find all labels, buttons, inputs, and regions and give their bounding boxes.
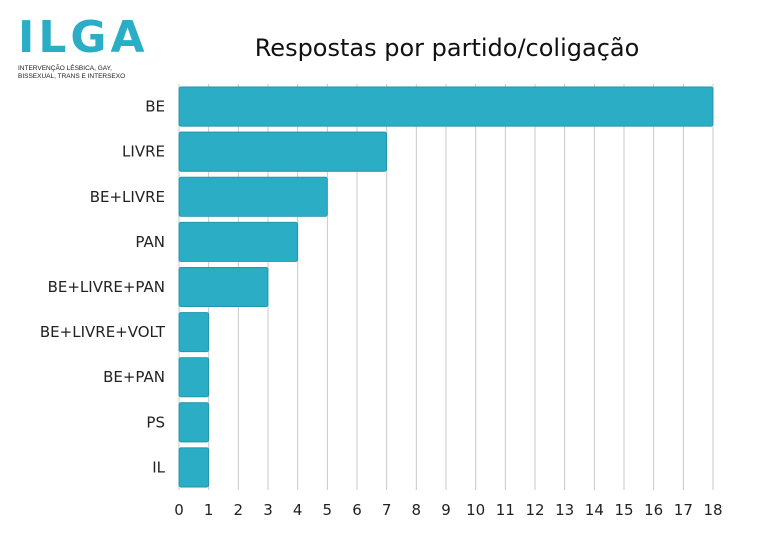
- category-label: BE+PAN: [103, 368, 165, 386]
- bar-be-livre: [178, 176, 328, 217]
- bar-be-livre-volt: [178, 312, 210, 353]
- bar-livre: [178, 131, 388, 172]
- tick-label: 7: [382, 501, 392, 519]
- chart-title: Respostas por partido/coligação: [255, 34, 640, 62]
- category-label: BE+LIVRE: [90, 188, 165, 206]
- tick-label: 17: [674, 501, 693, 519]
- category-labels: BE LIVRE BE+LIVRE PAN BE+LIVRE+PAN BE+LIVRE+V…: [40, 98, 166, 477]
- tick-label: 11: [496, 501, 515, 519]
- chart-bars: [178, 86, 714, 488]
- logo-tagline-line2: BISSEXUAL, TRANS E INTERSEXO: [18, 73, 126, 80]
- tick-label: 1: [204, 501, 214, 519]
- ilga-logo: ILGA INTERVENÇÃO LÉSBICA, GAY, BISSEXUAL…: [18, 16, 148, 86]
- tick-label: 12: [525, 501, 544, 519]
- category-label: BE+LIVRE+PAN: [48, 278, 165, 296]
- tick-label: 0: [174, 501, 184, 519]
- tick-label: 4: [293, 501, 303, 519]
- category-label: PAN: [135, 233, 165, 251]
- category-label: IL: [152, 458, 165, 476]
- bar-be-livre-pan: [178, 266, 269, 308]
- logo-tagline: INTERVENÇÃO LÉSBICA, GAY, BISSEXUAL, TRA…: [18, 65, 148, 81]
- logo-mark: ILGA: [18, 12, 149, 63]
- tick-label: 5: [323, 501, 333, 519]
- x-axis-ticks: 0 1 2 3 4 5 6 7 8 9 10 11 12 13 14 15 16 17 18: [174, 501, 722, 519]
- bar-be: [178, 86, 714, 127]
- tick-label: 14: [585, 501, 604, 519]
- tick-label: 10: [466, 501, 485, 519]
- tick-label: 16: [644, 501, 663, 519]
- tick-label: 2: [234, 501, 244, 519]
- tick-label: 18: [703, 501, 722, 519]
- bar-il: [178, 447, 210, 488]
- category-label: LIVRE: [122, 143, 165, 161]
- category-label: BE+LIVRE+VOLT: [40, 323, 166, 341]
- tick-label: 13: [555, 501, 574, 519]
- bar-be-pan: [178, 357, 210, 398]
- tick-label: 15: [614, 501, 633, 519]
- category-label: PS: [146, 413, 165, 431]
- bar-ps: [178, 402, 210, 443]
- bar-pan: [178, 221, 299, 262]
- logo-tagline-line1: INTERVENÇÃO LÉSBICA, GAY,: [18, 65, 112, 72]
- category-label: BE: [145, 98, 165, 116]
- tick-label: 9: [441, 501, 451, 519]
- tick-label: 6: [352, 501, 362, 519]
- tick-label: 8: [412, 501, 422, 519]
- tick-label: 3: [263, 501, 273, 519]
